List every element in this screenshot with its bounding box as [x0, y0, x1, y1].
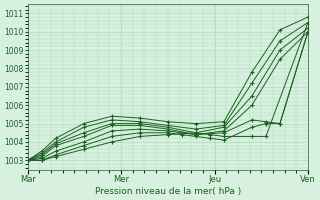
X-axis label: Pression niveau de la mer( hPa ): Pression niveau de la mer( hPa ) [95, 187, 241, 196]
